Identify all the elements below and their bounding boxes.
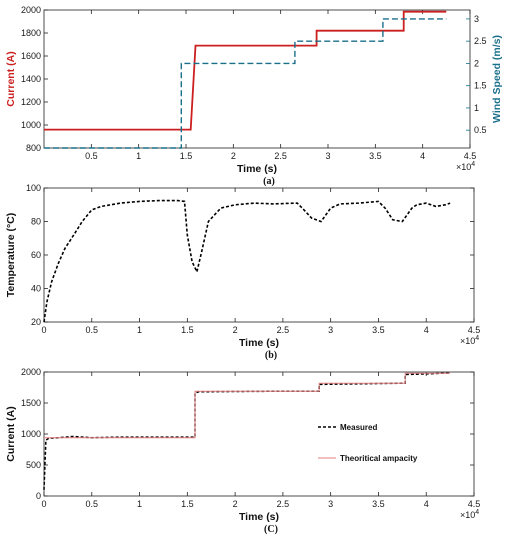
x-exponent: ×104 <box>456 161 475 172</box>
y-tick-label: 500 <box>26 460 41 470</box>
y-tick-label: 2000 <box>21 367 41 377</box>
legend-label-measured: Measured <box>340 423 377 432</box>
y-tick-label: 40 <box>31 284 41 294</box>
x-tick-label: 2.5 <box>277 499 290 509</box>
x-tick-label: 0.5 <box>86 325 99 335</box>
x-tick-label: 0.5 <box>86 499 99 509</box>
series-c-1 <box>44 372 451 439</box>
x-tick-label: 2 <box>233 325 238 335</box>
x-tick-label: 3.5 <box>372 325 385 335</box>
x-tick-label: 1.5 <box>181 499 194 509</box>
x-tick-label: 3 <box>328 325 333 335</box>
y-tick-label: 1500 <box>21 398 41 408</box>
x-tick-label: 4.5 <box>464 151 477 161</box>
legend-label-theory: Theoritical ampacity <box>340 454 418 463</box>
x-tick-label: 3 <box>325 151 330 161</box>
panel-caption: (b) <box>265 350 277 361</box>
y-tick-label: 20 <box>31 317 41 327</box>
series-c-0 <box>43 372 451 490</box>
panel-caption: (a) <box>263 176 275 187</box>
x-exponent-power: 4 <box>471 161 475 168</box>
series-a-1 <box>44 18 447 149</box>
y-axis-label: Current (A) <box>5 51 17 106</box>
x-tick-label: 0.5 <box>85 151 98 161</box>
y-right-tick-label: 2 <box>474 58 479 68</box>
x-tick-label: 2 <box>231 151 236 161</box>
x-tick-label: 4.5 <box>468 325 481 335</box>
y-tick-label: 1400 <box>21 74 41 84</box>
y-right-tick-label: 2.5 <box>474 36 487 46</box>
x-tick-label: 1.5 <box>180 151 193 161</box>
series-a-0 <box>44 10 447 131</box>
y-tick-label: 1800 <box>21 28 41 38</box>
x-exponent: ×104 <box>460 509 479 520</box>
x-exponent: ×104 <box>460 335 479 346</box>
x-tick-label: 1 <box>136 151 141 161</box>
x-tick-label: 4.5 <box>468 499 481 509</box>
y-right-tick-label: 0.5 <box>474 125 487 135</box>
y-right-tick-label: 1.5 <box>474 81 487 91</box>
y-right-tick-label: 3 <box>474 14 479 24</box>
x-exponent-power: 4 <box>475 509 479 516</box>
x-tick-label: 2.5 <box>274 151 287 161</box>
series-b-0 <box>43 199 451 323</box>
x-tick-label: 4 <box>424 499 429 509</box>
x-axis-label: Time (s) <box>239 337 279 349</box>
y-axis-label: Temperature (°C) <box>5 213 17 298</box>
y-tick-label: 800 <box>26 143 41 153</box>
x-tick-label: 4 <box>420 151 425 161</box>
chart-c: 0 0.5 1 1.5 2 2.5 3 3.5 4 4.50500100015002000Time… <box>5 367 480 535</box>
y-right-axis-label: Wind Speed (m/s) <box>491 35 503 123</box>
x-exponent-base: ×10 <box>460 336 475 346</box>
x-tick-label: 1.5 <box>181 325 194 335</box>
y-tick-label: 1000 <box>21 429 41 439</box>
plot-frame <box>43 187 475 323</box>
chart-a: 0.5 1 1.5 2 2.5 3 3.5 4 4.5800100012001400160018… <box>5 5 503 187</box>
y-tick-label: 1600 <box>21 51 41 61</box>
y-tick-label: 0 <box>36 491 41 501</box>
y-tick-label: 80 <box>31 217 41 227</box>
x-tick-label: 3.5 <box>372 499 385 509</box>
x-exponent-base: ×10 <box>460 510 475 520</box>
x-tick-label: 3.5 <box>369 151 382 161</box>
panel-caption: (C) <box>264 524 278 535</box>
x-exponent-power: 4 <box>475 335 479 342</box>
x-tick-label: 3 <box>328 499 333 509</box>
x-tick-label: 0 <box>41 499 46 509</box>
x-tick-label: 1 <box>137 499 142 509</box>
y-tick-label: 1000 <box>21 120 41 130</box>
y-tick-label: 1200 <box>21 97 41 107</box>
x-tick-label: 2.5 <box>277 325 290 335</box>
x-tick-label: 1 <box>137 325 142 335</box>
y-axis-label: Current (A) <box>5 406 17 461</box>
x-exponent-base: ×10 <box>456 162 471 172</box>
y-right-tick-label: 1 <box>474 103 479 113</box>
y-tick-label: 60 <box>31 250 41 260</box>
y-tick-label: 2000 <box>21 5 41 15</box>
x-tick-label: 2 <box>233 499 238 509</box>
x-tick-label: 4 <box>424 325 429 335</box>
x-axis-label: Time (s) <box>239 511 279 523</box>
plot-frame <box>43 9 471 149</box>
x-tick-label: 0 <box>41 325 46 335</box>
x-axis-label: Time (s) <box>237 163 277 175</box>
y-tick-label: 100 <box>26 183 41 193</box>
